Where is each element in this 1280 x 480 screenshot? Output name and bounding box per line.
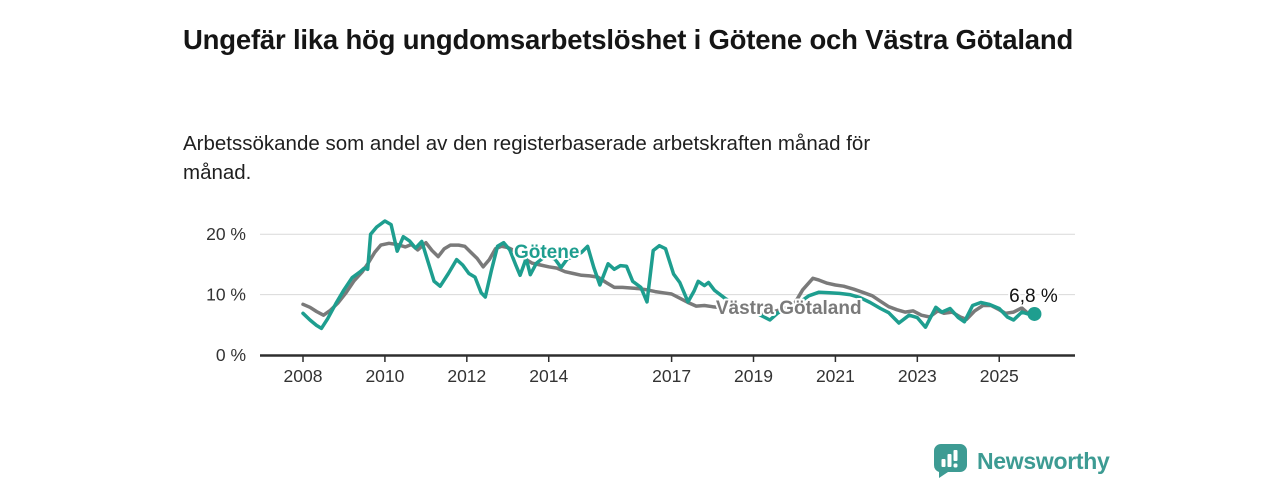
- x-tick-label: 2012: [447, 366, 486, 386]
- latest-value-dot: [1027, 306, 1042, 321]
- chart-title: Ungefär lika hög ungdomsarbetslöshet i G…: [183, 24, 1074, 56]
- chart-subtitle: Arbetssökande som andel av den registerb…: [183, 131, 871, 185]
- x-tick-label: 2025: [980, 366, 1019, 386]
- newsworthy-wordmark: Newsworthy: [977, 447, 1110, 474]
- x-tick-label: 2023: [898, 366, 937, 386]
- newsworthy-bubble-barchart-icon: [933, 443, 968, 479]
- x-tick-label: 2017: [652, 366, 691, 386]
- x-tick-label: 2019: [734, 366, 773, 386]
- x-tick-label: 2014: [529, 366, 568, 386]
- latest-value-label: 6,8 %: [1009, 286, 1058, 307]
- y-tick-label: 10 %: [206, 285, 246, 305]
- x-tick-label: 2010: [365, 366, 404, 386]
- chart-svg: 0 % 10 % 20 % 2008 2010 2012 2014 2017 2019 2021 2…: [206, 219, 1075, 386]
- series-line-g-tene: [301, 219, 1037, 331]
- line-chart: 0 % 10 % 20 % 2008 2010 2012 2014 2017 2019 2021 2…: [180, 195, 1100, 405]
- series-label-v-stra-g-taland: Västra Götaland: [716, 298, 862, 319]
- y-tick-label: 0 %: [216, 345, 246, 365]
- x-tick-label: 2008: [284, 366, 323, 386]
- newsworthy-logo[interactable]: Newsworthy: [933, 443, 1110, 479]
- y-tick-label: 20 %: [206, 224, 246, 244]
- x-tick-label: 2021: [816, 366, 855, 386]
- series-label-g-tene: Götene: [514, 242, 579, 263]
